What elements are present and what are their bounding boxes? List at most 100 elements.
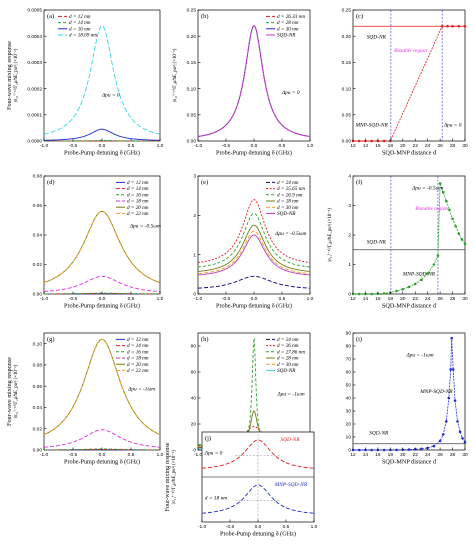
data-point (382, 292, 386, 295)
data-point (463, 242, 467, 246)
y-tick-label: 0.0000 (27, 139, 42, 145)
y-tick-label: 0 (193, 448, 196, 454)
x-tick-label: -0.5 (69, 452, 78, 458)
panel-label: (a) (47, 13, 54, 20)
x-tick-label: 14 (363, 296, 369, 302)
legend-entry: d = 30 nm (277, 26, 299, 32)
plot-frame (43, 175, 161, 295)
data-point (458, 430, 462, 434)
legend-entry: d = 18.09 nm (69, 33, 97, 39)
annotation: Bistable region (394, 48, 427, 54)
data-point (451, 368, 455, 371)
x-tick-label: -1.0 (194, 452, 203, 458)
y-tick-label: 0.0004 (27, 34, 42, 40)
x-axis-label: Probe-Pump detuning δ (GHz) (64, 459, 140, 466)
plot-frame (197, 332, 311, 451)
x-axis-label: Probe-Pump detuning δ (GHz) (64, 303, 140, 310)
data-point (432, 263, 436, 266)
series-line-e-1 (197, 199, 311, 263)
panel-label: (g) (47, 336, 54, 343)
annotation: Δpu = 0 (101, 92, 120, 98)
panel-i: 0 10 20 30 40 50 60 70 80 90 12 14 16 18 20 22 24 26 28 30 S… (346, 331, 468, 466)
y-tick-label: 1 (348, 262, 351, 268)
data-point (420, 447, 423, 451)
annotation: MNP-SQD-NR (274, 482, 308, 488)
legend-entry: d = 18 nm (127, 199, 149, 205)
y-tick-label: 0.06 (33, 203, 43, 209)
y-axis-label: Four-wave mixing response (164, 442, 171, 511)
data-point (445, 420, 448, 423)
y-tick-label: 0.05 (342, 113, 352, 119)
x-axis-label: SQD-MNP distance d (382, 150, 437, 157)
panel-label: (c) (356, 13, 363, 20)
y-tick-label: 50 (346, 383, 352, 389)
x-tick-label: 14 (363, 452, 369, 458)
y-tick-label: 0.25 (342, 8, 352, 14)
legend-entry: d = 16 nm (127, 192, 149, 198)
y-tick-label: 0.02 (33, 262, 43, 268)
x-axis-label: Probe-Pump detuning δ (GHz) (216, 303, 292, 310)
series-line-j-0 (201, 439, 315, 469)
x-tick-label: 30 (462, 296, 468, 302)
panel-b: 0.00 0.05 0.10 0.15 0.20 0.25 -1.0 -0.5 0.0 0.5 1.… (172, 8, 314, 157)
data-point (436, 254, 440, 257)
legend-entry: d = 26.33 nm (277, 14, 305, 20)
plot-frame (352, 175, 466, 295)
annotation: MNP-SQD-NR (354, 122, 388, 128)
series-line-d-2 (44, 292, 160, 295)
y-tick-label: 2 (193, 213, 196, 219)
x-tick-label: 22 (413, 296, 419, 302)
annotation: Δpu = -1ωm (277, 391, 305, 397)
y-tick-label: 0.05 (187, 113, 197, 119)
panel-d: 0.00 0.02 0.04 0.06 0.08 -1.0 -0.5 0.0 0.5 1.0 Pro… (33, 174, 164, 310)
y-tick-label: 0.10 (33, 341, 43, 347)
x-tick-label: 0.5 (128, 296, 135, 302)
y-tick-label: 0.04 (33, 405, 43, 411)
y-tick-label: 0.10 (342, 86, 352, 92)
plot-frame (43, 332, 161, 451)
legend-entry: d = 28 nm (277, 356, 299, 362)
annotation: Δpu = 0 (204, 451, 223, 457)
y-tick-label: 0.02 (33, 426, 43, 432)
x-axis-label: SQD-MNP distance d (382, 303, 437, 310)
series-line-e-0 (197, 275, 311, 289)
legend-entry: d = 14 nm (127, 185, 149, 192)
y-axis-label: |σ₂₁⁽⁻¹⁾/Γ₂μ/ħE_pu²| (×10⁻²) (172, 48, 178, 102)
legend-entry: d = 22 nm (127, 368, 149, 374)
y-axis-label: |σ₂₁⁽⁻¹⁾/Γ₂μ/ħE_pu²| (×10⁻²) (327, 208, 333, 262)
annotation: Δpu = -0.5ωm (411, 185, 443, 191)
series-line-d-5 (43, 210, 161, 284)
data-point (445, 199, 448, 203)
x-tick-label: 24 (425, 452, 431, 458)
x-tick-label: 1.0 (157, 143, 164, 149)
y-tick-label: 0.0001 (27, 113, 42, 119)
y-tick-label: 0.20 (342, 34, 352, 40)
series-line-e-4 (197, 230, 311, 275)
data-point (447, 396, 451, 400)
data-point (357, 139, 361, 143)
y-tick-label: 0 (348, 292, 351, 298)
data-point (420, 278, 423, 282)
panel-label: (j) (205, 435, 211, 442)
x-tick-label: 1.0 (157, 452, 164, 458)
legend-entry: d = 12 nm (69, 14, 91, 20)
y-tick-label: 90 (346, 331, 352, 337)
legend-entry: SQD-NR (277, 211, 296, 217)
x-tick-label: 18 (388, 452, 394, 458)
panel-j: -1.0 -0.5 0.0 0.5 1.0 Probe-Pump detuning δ (… (164, 431, 318, 538)
annotation: SQD-NR (367, 34, 387, 40)
data-point (426, 272, 429, 275)
data-point (438, 439, 442, 443)
data-point (401, 287, 405, 291)
annotation: MNP-SQD-NR (419, 389, 453, 395)
y-tick-label: 0.15 (187, 60, 197, 66)
x-tick-label: -1.0 (40, 296, 49, 302)
data-point (357, 292, 361, 296)
data-point (441, 190, 445, 194)
legend-entry: d = 27.86 nm (277, 349, 305, 355)
y-tick-label: 60 (191, 370, 197, 376)
panel-label: (f) (356, 179, 362, 186)
x-tick-label: 12 (350, 143, 356, 149)
annotation: Δpu = -1ωm (406, 352, 434, 358)
